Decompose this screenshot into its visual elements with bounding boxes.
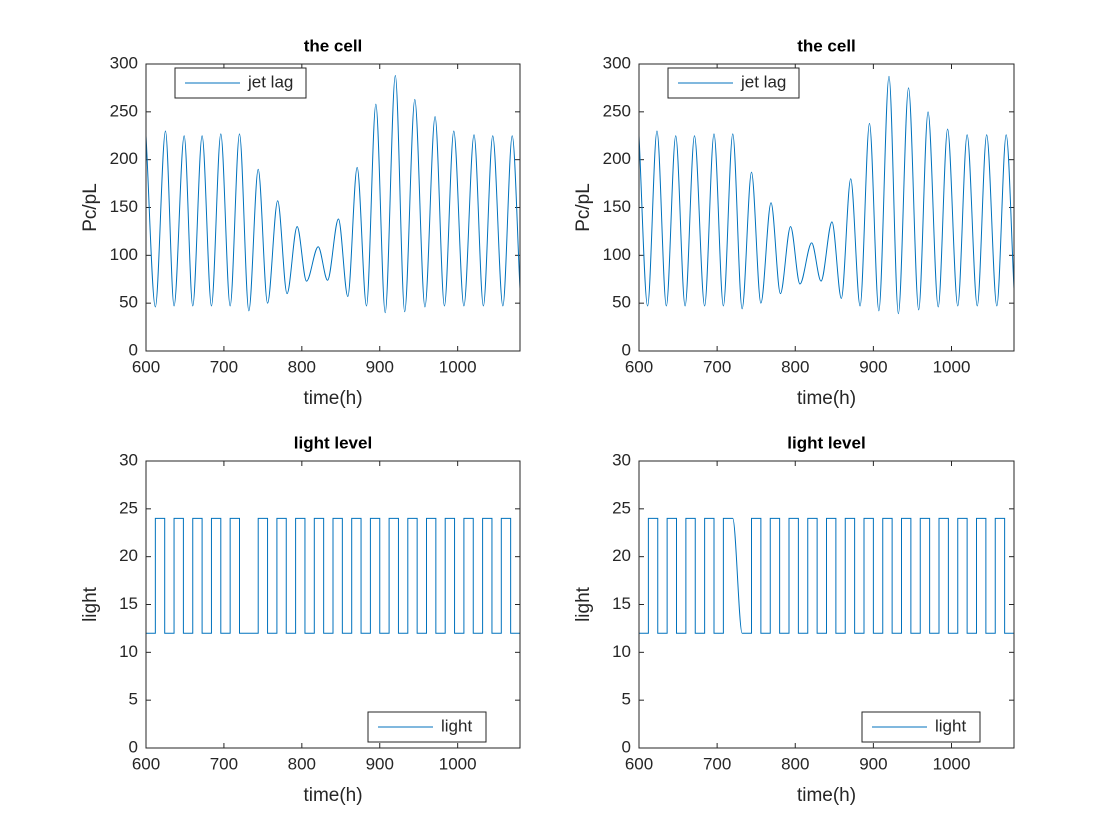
x-tick-label: 600 [625,357,653,376]
subplot: 600 700 800 900 1000 0 50 100 150 200 250 300 the ce… [573,36,1015,409]
legend: light [367,711,487,743]
x-axis-label: time(h) [303,388,362,409]
x-tick-label: 1000 [933,357,971,376]
y-tick-label: 150 [603,197,631,216]
x-axis-label: time(h) [797,785,856,806]
x-tick-label: 600 [625,754,653,773]
y-tick-label: 150 [110,197,138,216]
axes-box [638,63,1015,352]
x-tick-label: 1000 [439,357,477,376]
y-tick-label: 10 [119,642,138,661]
y-tick-label: 20 [119,546,138,565]
x-tick-label: 800 [781,754,809,773]
data-line [146,517,520,634]
chart-title: light level [294,433,372,452]
x-tick-label: 700 [703,357,731,376]
axes-box [145,460,521,749]
y-tick-label: 0 [129,340,138,359]
plot-area [146,64,520,351]
chart-title: the cell [797,36,856,55]
chart-title: the cell [304,36,363,55]
plot-lines [639,517,1014,634]
y-tick-label: 300 [603,53,631,72]
y-axis-label: Pc/pL [80,183,101,232]
y-tick-label: 100 [603,245,631,264]
x-tick-label: 900 [366,357,394,376]
x-tick-label: 700 [210,754,238,773]
x-tick-label: 800 [288,754,316,773]
x-tick-label: 600 [132,357,160,376]
y-tick-label: 30 [612,450,631,469]
plot-lines [639,75,1014,315]
x-tick-label: 1000 [439,754,477,773]
y-tick-label: 25 [612,498,631,517]
y-tick-label: 5 [129,690,138,709]
y-tick-label: 15 [612,594,631,613]
legend: light [861,711,981,743]
y-tick-label: 5 [622,690,631,709]
legend-label: light [935,716,966,735]
y-tick-label: 0 [622,340,631,359]
y-axis-label: Pc/pL [573,183,594,232]
chart-title: light level [787,433,865,452]
y-tick-label: 250 [110,101,138,120]
x-tick-label: 900 [366,754,394,773]
x-tick-label: 1000 [933,754,971,773]
x-tick-label: 800 [288,357,316,376]
y-tick-label: 200 [110,149,138,168]
y-tick-label: 300 [110,53,138,72]
y-tick-label: 20 [612,546,631,565]
legend: jet lag [667,67,800,99]
y-tick-label: 0 [129,737,138,756]
y-tick-label: 30 [119,450,138,469]
y-tick-label: 10 [612,642,631,661]
y-tick-label: 50 [612,293,631,312]
plot-lines [146,74,520,314]
x-tick-label: 600 [132,754,160,773]
subplot: 600 700 800 900 1000 0 5 10 15 20 25 30 light level t… [80,433,521,806]
legend-label: jet lag [247,72,293,91]
data-line [639,517,1014,634]
axes-box [145,63,521,352]
data-line [146,74,520,314]
y-tick-label: 100 [110,245,138,264]
y-tick-label: 25 [119,498,138,517]
legend-label: jet lag [740,72,786,91]
x-tick-label: 900 [859,754,887,773]
x-tick-label: 700 [210,357,238,376]
x-tick-label: 700 [703,754,731,773]
y-tick-label: 50 [119,293,138,312]
y-tick-label: 200 [603,149,631,168]
plot-lines [146,517,520,634]
plot-area [639,64,1014,351]
data-line [639,75,1014,315]
y-tick-label: 15 [119,594,138,613]
legend-label: light [441,716,472,735]
y-axis-label: light [573,586,594,622]
legend: jet lag [174,67,307,99]
y-axis-label: light [80,586,101,622]
x-tick-label: 900 [859,357,887,376]
x-axis-label: time(h) [797,388,856,409]
y-tick-label: 0 [622,737,631,756]
subplot: 600 700 800 900 1000 0 5 10 15 20 25 30 light level t… [573,433,1015,806]
x-tick-label: 800 [781,357,809,376]
x-axis-label: time(h) [303,785,362,806]
legend-box [667,67,800,99]
subplot: 600 700 800 900 1000 0 50 100 150 200 250 300 the ce… [80,36,521,409]
y-tick-label: 250 [603,101,631,120]
axes-box [638,460,1015,749]
